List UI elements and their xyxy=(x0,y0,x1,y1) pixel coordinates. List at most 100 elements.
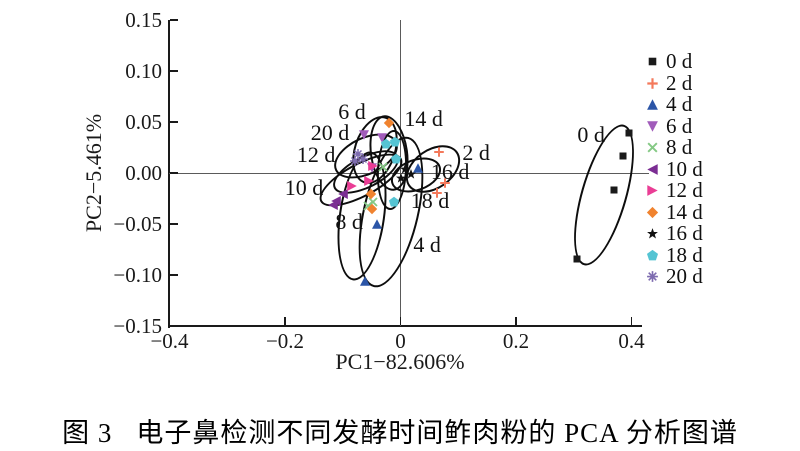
legend-item-0d: 0 d xyxy=(646,49,703,74)
legend-label: 8 d xyxy=(666,135,693,160)
x-tick-label: −0.4 xyxy=(150,329,189,353)
cluster-label-18d: 18 d xyxy=(410,187,450,213)
y-tick-label: −0.10 xyxy=(113,262,162,287)
legend-item-12d: 12 d xyxy=(646,178,703,203)
legend-label: 4 d xyxy=(666,92,693,117)
square-icon xyxy=(571,252,583,264)
pentagon-icon xyxy=(388,195,400,207)
asterisk-icon xyxy=(646,270,659,283)
asterisk-icon xyxy=(352,147,364,159)
legend-item-2d: 2 d xyxy=(646,70,703,95)
cluster-label-20d: 20 d xyxy=(310,120,350,146)
triangle-down-icon xyxy=(358,128,370,141)
y-tick-label: 0.15 xyxy=(125,8,162,33)
pentagon-icon xyxy=(646,249,659,262)
pca-plot: 0.15 0.10 0.05 0.00 −0.05 −0.10 −0.15 −0.4 −0.2 0… xyxy=(81,8,703,374)
x-tick xyxy=(168,317,171,325)
square-icon xyxy=(646,55,659,68)
triangle-left-icon xyxy=(327,198,339,210)
y-tick-label: 0.05 xyxy=(125,110,162,135)
legend-label: 18 d xyxy=(666,242,703,267)
legend-item-20d: 20 d xyxy=(646,264,703,289)
x-tick xyxy=(284,317,286,325)
cluster-label-0d: 0 d xyxy=(577,122,605,148)
cluster-label-16d: 16 d xyxy=(430,158,470,184)
y-axis-title: PC2−5.461% xyxy=(81,113,106,233)
triangle-right-icon xyxy=(346,179,358,192)
x-cross-icon xyxy=(646,141,659,154)
pentagon-icon xyxy=(389,135,401,147)
x-cross-icon xyxy=(377,160,389,172)
legend-item-8d: 8 d xyxy=(646,135,703,160)
x-tick-label: 0.2 xyxy=(502,329,530,353)
triangle-left-icon xyxy=(330,194,342,206)
y-tick-label: 0.10 xyxy=(125,59,162,84)
y-tick xyxy=(170,223,178,225)
x-axis-title: PC1−82.606% xyxy=(335,349,465,374)
x-tick-label: 0.4 xyxy=(618,329,645,353)
plus-icon xyxy=(439,176,451,188)
star-icon xyxy=(395,171,407,183)
pentagon-icon xyxy=(390,152,402,164)
y-tick xyxy=(170,70,178,72)
diamond-icon xyxy=(366,202,378,214)
star-icon xyxy=(399,162,411,174)
x-tick xyxy=(399,317,402,325)
cluster-label-10d: 10 d xyxy=(284,175,324,201)
legend-label: 12 d xyxy=(666,178,703,203)
y-tick xyxy=(170,172,178,174)
pentagon-icon xyxy=(380,137,392,149)
plus-icon xyxy=(433,145,445,157)
legend-label: 20 d xyxy=(666,264,703,289)
y-tick xyxy=(170,274,178,276)
x-tick xyxy=(515,317,517,325)
figure-caption-text: 电子鼻检测不同发酵时间鲊肉粉的 PCA 分析图谱 xyxy=(136,418,738,448)
x-axis-spine xyxy=(168,325,642,327)
y-tick-label: 0.00 xyxy=(125,161,162,185)
legend-label: 0 d xyxy=(666,49,693,74)
legend-label: 6 d xyxy=(666,113,693,138)
plus-icon xyxy=(431,186,443,199)
legend-label: 14 d xyxy=(666,199,703,224)
x-tick xyxy=(630,317,633,325)
cluster-label-12d: 12 d xyxy=(296,141,336,167)
legend-item-6d: 6 d xyxy=(646,113,703,138)
cluster-label-2d: 2 d xyxy=(462,139,490,165)
triangle-left-icon xyxy=(337,187,349,200)
diamond-icon xyxy=(365,187,377,200)
cluster-label-8d: 8 d xyxy=(335,208,363,234)
triangle-up-icon xyxy=(371,217,383,229)
x-tick-label: −0.2 xyxy=(265,329,305,353)
y-tick xyxy=(170,121,178,123)
figure-number: 图 3 xyxy=(62,418,113,448)
legend-item-10d: 10 d xyxy=(646,156,703,181)
asterisk-icon xyxy=(357,152,369,164)
star-icon xyxy=(405,167,417,179)
legend-item-4d: 4 d xyxy=(646,92,703,117)
triangle-up-icon xyxy=(359,274,371,286)
y-tick-label: −0.15 xyxy=(113,313,162,338)
triangle-right-icon xyxy=(646,184,659,197)
y-tick xyxy=(170,325,178,327)
triangle-right-icon xyxy=(367,159,379,171)
triangle-down-icon xyxy=(376,131,388,144)
diamond-icon xyxy=(383,116,395,129)
triangle-down-icon xyxy=(646,120,659,133)
legend-label: 2 d xyxy=(666,70,693,95)
square-icon xyxy=(623,126,635,138)
legend-item-16d: 16 d xyxy=(646,221,703,245)
triangle-up-icon xyxy=(412,161,424,173)
plus-icon xyxy=(646,77,659,90)
triangle-left-icon xyxy=(646,163,659,176)
legend-label: 10 d xyxy=(666,156,703,181)
star-icon xyxy=(646,227,659,240)
diamond-icon xyxy=(646,206,659,219)
x-tick-label: 0 xyxy=(395,329,406,353)
cluster-label-6d: 6 d xyxy=(338,98,366,124)
square-icon xyxy=(617,149,629,161)
asterisk-icon xyxy=(349,154,361,166)
cluster-label-4d: 4 d xyxy=(413,232,441,258)
legend-item-18d: 18 d xyxy=(646,242,703,267)
